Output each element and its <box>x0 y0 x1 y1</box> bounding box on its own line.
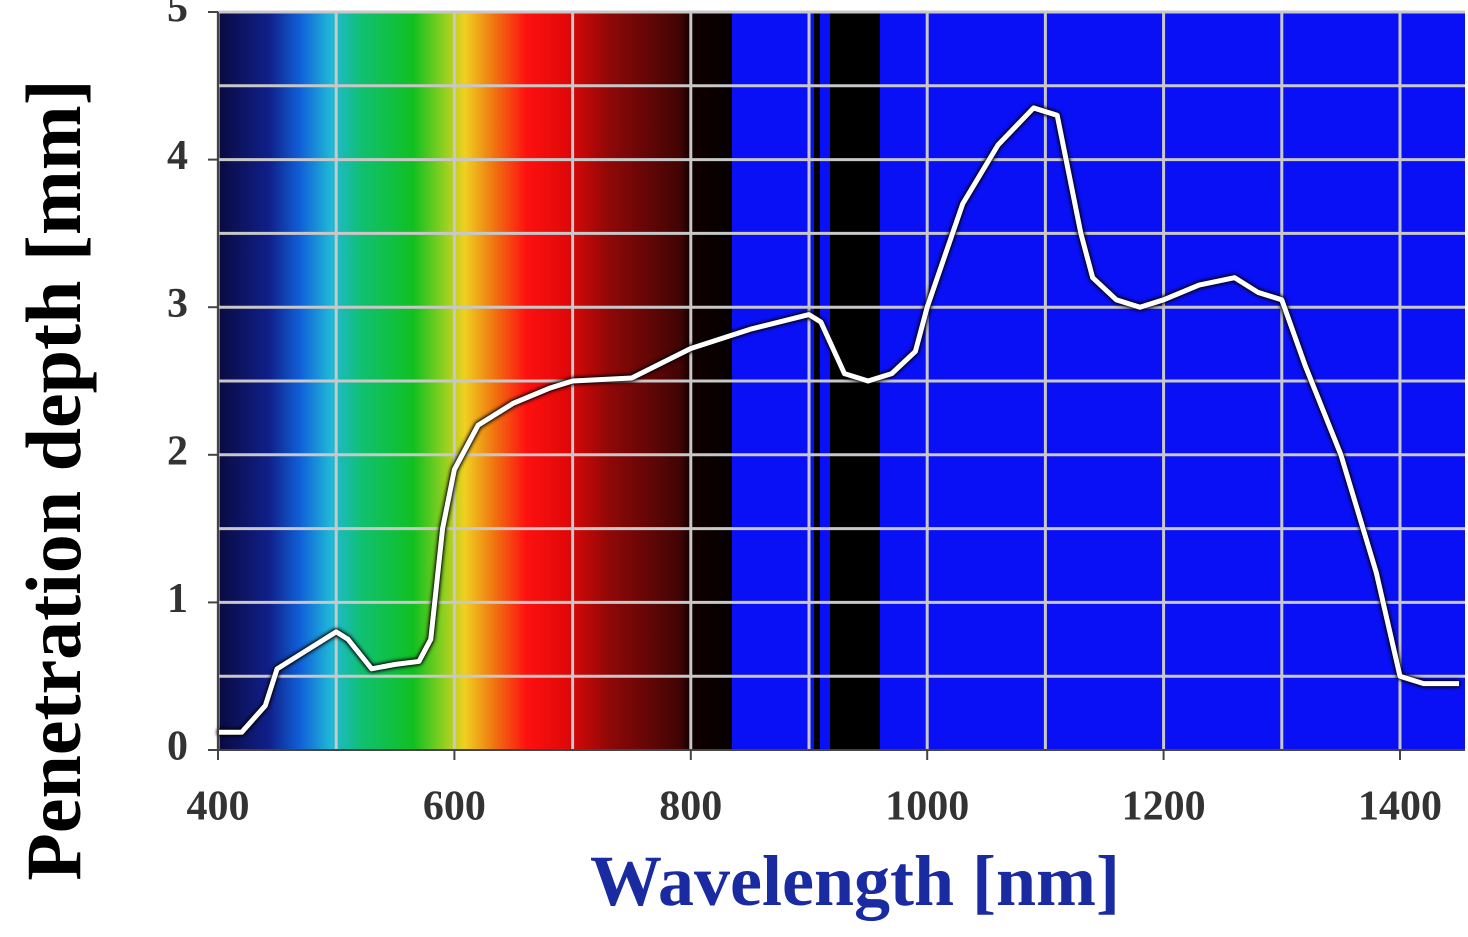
x-axis-label: Wavelength [nm] <box>590 841 1120 921</box>
y-tick-label: 4 <box>167 133 188 179</box>
grid <box>216 10 1465 750</box>
line <box>218 105 1460 735</box>
y-tick-label: 1 <box>167 576 188 622</box>
y-tick-label: 5 <box>167 0 188 32</box>
x-tick-label: 1000 <box>885 784 969 830</box>
y-tick-label: 0 <box>167 724 188 770</box>
x-tick-label: 600 <box>423 784 486 830</box>
marks <box>218 105 1460 735</box>
y-tick-label: 2 <box>167 428 188 474</box>
x-tick-label: 1400 <box>1358 784 1442 830</box>
x-tick-label: 800 <box>659 784 722 830</box>
x-tick-label: 400 <box>187 784 250 830</box>
y-tick-label: 3 <box>167 281 188 327</box>
ticks: 400 600 800 1000 1200 1400 0 1 2 3 4 5 <box>167 0 1465 830</box>
y-axis-label: Penetration depth [mm] <box>10 79 97 881</box>
x-tick-label: 1200 <box>1122 784 1206 830</box>
